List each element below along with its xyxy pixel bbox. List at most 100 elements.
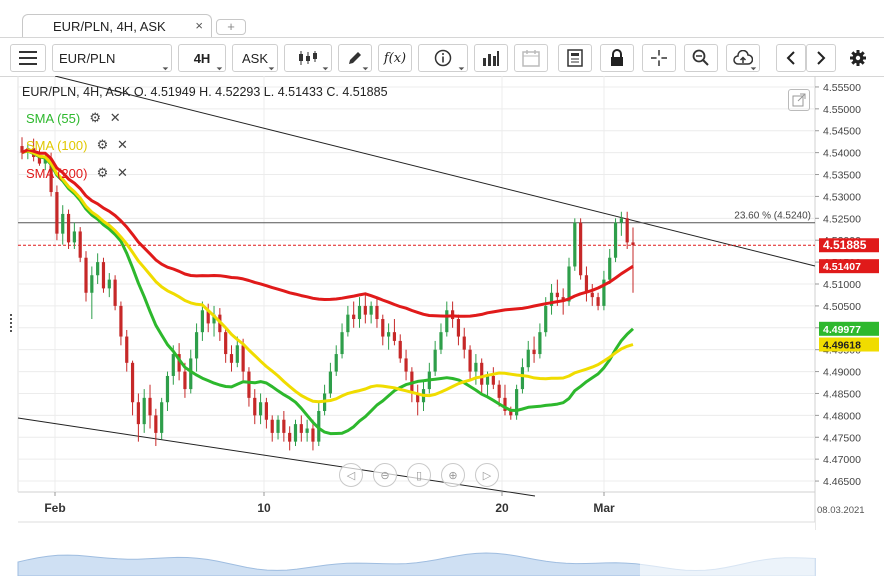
gear-icon[interactable]: ⚙ [96, 165, 109, 180]
chart-area[interactable]: 23.60 % (4.5240) 4.55500 4.55000 4.54500 4.… [0, 76, 884, 576]
trendline-upper [54, 76, 816, 267]
candle-body [346, 314, 350, 333]
cloud-button[interactable] [726, 44, 760, 72]
candle-body [392, 332, 397, 341]
candle-body [387, 332, 391, 337]
x-tick-label: 10 [257, 501, 271, 515]
candle-body [235, 345, 239, 363]
tab-eurpln[interactable]: EUR/PLN, 4H, ASK × [22, 14, 212, 37]
sma-200-line [21, 148, 634, 318]
nav-reset-button[interactable]: ▯ [407, 463, 431, 487]
candle-body [340, 332, 344, 355]
candles-icon [299, 51, 317, 65]
candle-body [264, 402, 268, 420]
candle-body [485, 375, 490, 385]
candle-body [189, 358, 193, 390]
candle-body [136, 402, 140, 425]
lock-button[interactable] [600, 44, 634, 72]
candle-body [282, 419, 286, 433]
calendar-button[interactable] [514, 44, 548, 72]
candle-body [72, 231, 76, 243]
gear-icon[interactable]: ⚙ [89, 110, 102, 125]
price-tag: 4.51885 [819, 238, 879, 253]
candle-body [363, 305, 367, 315]
candle-body [229, 354, 234, 363]
calendar-icon [522, 50, 540, 67]
candle-body [555, 292, 559, 298]
timeframe-select[interactable]: 4H [178, 44, 226, 72]
info-button[interactable] [418, 44, 468, 72]
candle-body [544, 305, 548, 333]
report-button[interactable] [558, 44, 592, 72]
candle-body [532, 349, 536, 355]
toolbar: EUR/PLN 4H ASK f(x) [0, 40, 884, 77]
y-tick-label: 4.55500 [823, 82, 861, 94]
scroll-left-button[interactable] [776, 44, 806, 72]
candle-body [84, 257, 88, 293]
candle-body [177, 354, 181, 372]
candle-body [613, 222, 618, 258]
price-tag-bg [819, 238, 879, 253]
legend-sma-200-label: SMA (200) [26, 165, 88, 181]
candle-body [165, 375, 170, 403]
add-tab-button[interactable]: + [216, 19, 246, 35]
price-chart[interactable]: 23.60 % (4.5240) 4.555004.550004.545004.… [0, 76, 884, 576]
sma-55-line [21, 149, 635, 436]
candle-body [549, 292, 554, 306]
tab-label: EUR/PLN, 4H, ASK [53, 19, 166, 34]
menu-button[interactable] [10, 44, 46, 72]
symbol-select[interactable]: EUR/PLN [52, 44, 172, 72]
close-icon[interactable]: ✕ [116, 165, 128, 180]
candle-body [258, 402, 263, 416]
nav-prev-button[interactable]: ◁ [339, 463, 363, 487]
chevron-right-icon [817, 51, 826, 65]
y-tick-label: 4.47500 [823, 432, 861, 444]
candle-body [148, 397, 152, 416]
menu-icon [19, 51, 37, 65]
settings-button[interactable] [844, 44, 872, 72]
scroll-right-button[interactable] [806, 44, 836, 72]
indicators-button[interactable]: f(x) [378, 44, 412, 72]
candle-body [439, 332, 443, 350]
close-icon[interactable]: × [195, 18, 203, 33]
crosshair-button[interactable] [642, 44, 676, 72]
volume-button[interactable] [474, 44, 508, 72]
candle-body [276, 419, 280, 433]
nav-zoom-out-button[interactable]: ⊖ [373, 463, 397, 487]
candle-body [299, 424, 303, 433]
candle-body [200, 310, 204, 333]
chart-type-button[interactable] [284, 44, 332, 72]
price-tag: 4.51407 [819, 259, 879, 274]
close-icon[interactable]: ✕ [109, 110, 121, 125]
candle-body [96, 262, 100, 276]
gear-icon[interactable]: ⚙ [96, 137, 109, 152]
price-tag-label: 4.51885 [823, 238, 867, 252]
y-tick-label: 4.54500 [823, 126, 861, 138]
candle-body [183, 371, 187, 390]
function-icon: f(x) [383, 50, 407, 66]
time-axis: Feb 10 20 Mar 08.03.2021 [44, 492, 865, 516]
drawing-button[interactable] [338, 44, 372, 72]
y-tick-label: 4.51000 [823, 279, 861, 291]
candle-body [253, 397, 257, 416]
nav-zoom-in-button[interactable]: ⊕ [441, 463, 465, 487]
timeframe-value: 4H [193, 50, 211, 66]
zoom-button[interactable] [684, 44, 718, 72]
lock-icon [611, 49, 623, 66]
price-type-select[interactable]: ASK [232, 44, 278, 72]
candle-body [538, 332, 542, 355]
candle-body [334, 354, 338, 372]
candle-body [404, 358, 408, 372]
candle-body [113, 279, 117, 306]
drag-handle[interactable] [10, 314, 16, 332]
candle-body [625, 218, 629, 243]
candle-body [352, 314, 356, 320]
trendlines: 23.60 % (4.5240) [17, 76, 816, 497]
close-icon[interactable]: ✕ [116, 137, 128, 152]
expand-chart-button[interactable] [788, 89, 810, 111]
candle-body [288, 432, 292, 442]
candle-body [311, 428, 315, 442]
nav-next-button[interactable]: ▷ [475, 463, 499, 487]
candle-body [130, 362, 135, 403]
sma-100-line [21, 149, 634, 404]
